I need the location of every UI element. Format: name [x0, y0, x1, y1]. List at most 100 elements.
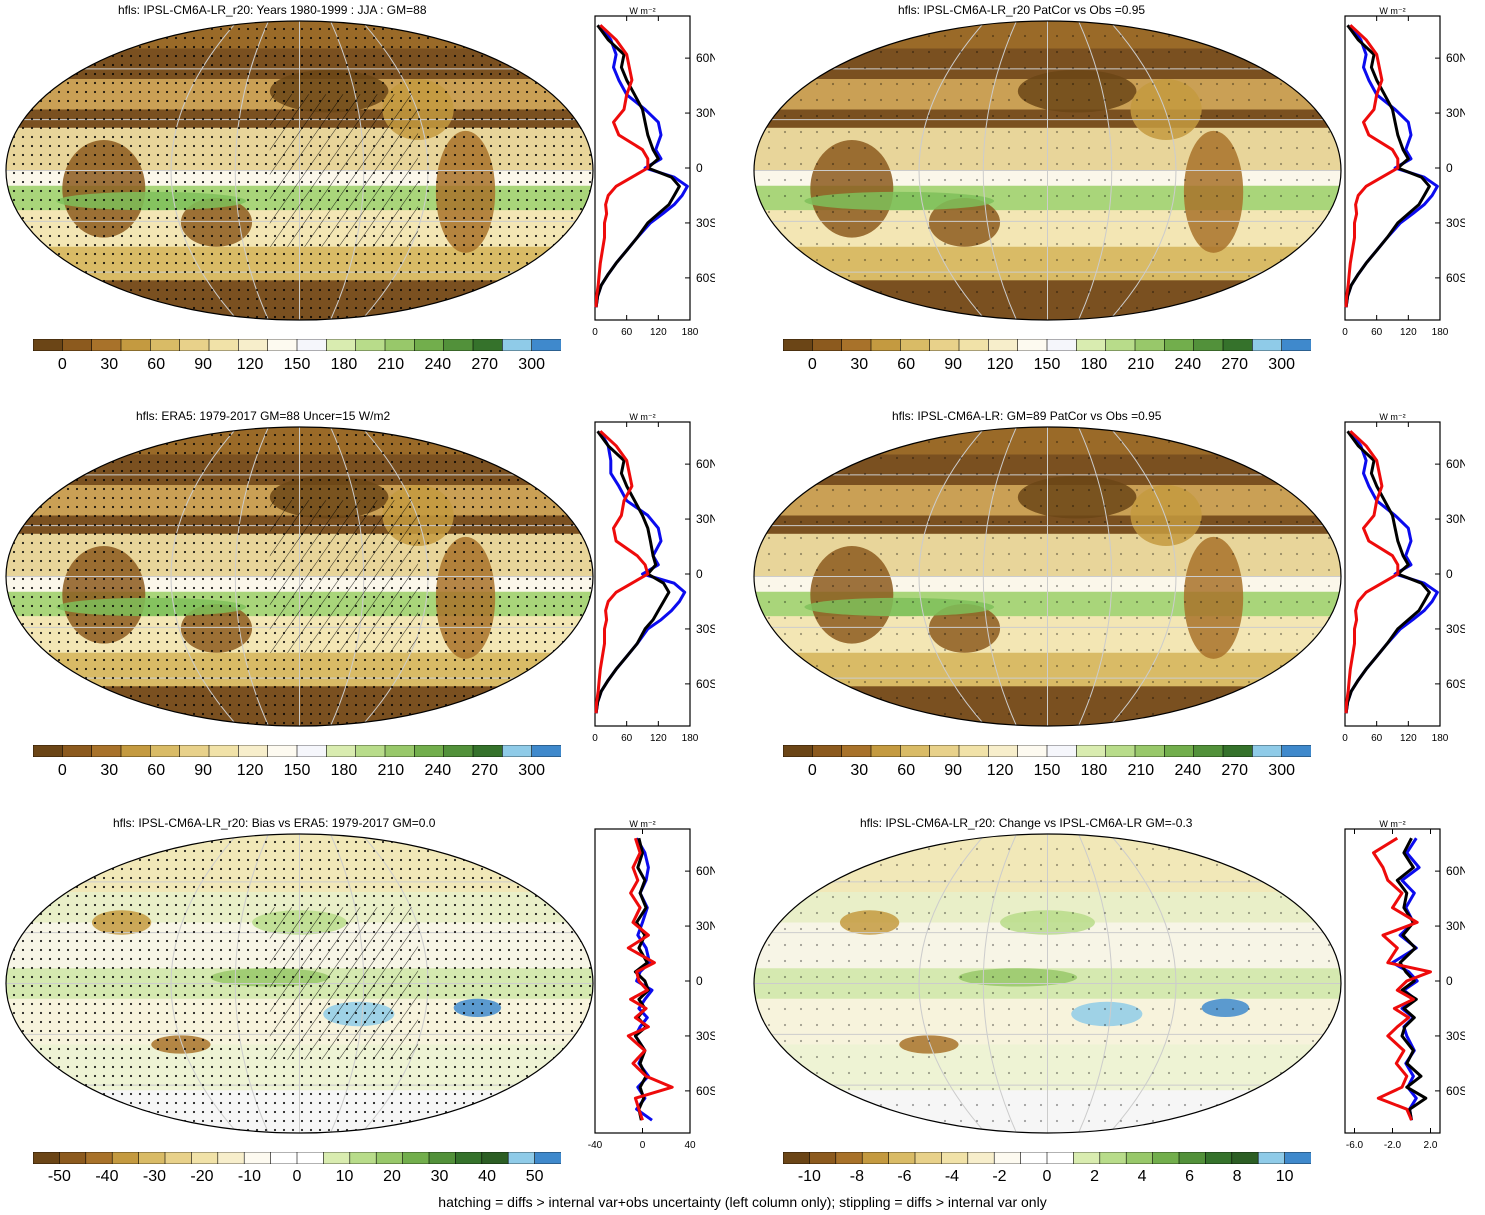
- colorbar-swatch: [929, 339, 960, 351]
- colorbar-label: 40: [478, 1168, 496, 1185]
- x-tick-label: 120: [1400, 327, 1417, 338]
- colorbar-label: 60: [897, 762, 916, 779]
- colorbar-swatch: [1017, 745, 1048, 757]
- zonal-series-line: [594, 24, 681, 308]
- colorbar-labels: 0 30 60 90 120 150 180 210 240 270 300: [783, 762, 1311, 782]
- colorbar-swatch: [870, 339, 902, 351]
- lat-tick-label: 30N: [696, 919, 715, 933]
- zonal-series-line: [1344, 430, 1439, 714]
- colorbar-label: 210: [377, 356, 405, 373]
- zonal-series-line: [594, 430, 687, 714]
- colorbar-label: 90: [194, 762, 213, 779]
- colorbar-swatch: [1076, 745, 1107, 757]
- colorbar-swatch: [993, 1152, 1022, 1164]
- colorbar-labels: 0 30 60 90 120 150 180 210 240 270 300: [33, 762, 561, 782]
- colorbar-label: 210: [377, 762, 405, 779]
- x-tick-label: 120: [650, 733, 667, 744]
- colorbar-swatch: [384, 339, 416, 351]
- colorbar-label: 90: [944, 762, 963, 779]
- lat-tick-label: 30S: [1446, 216, 1465, 230]
- colorbar-swatch: [1281, 745, 1311, 757]
- colorbar-swatch: [1231, 1152, 1259, 1164]
- colorbar-label: 300: [518, 762, 546, 779]
- colorbar-label: 120: [236, 356, 264, 373]
- colorbar-label: 30: [850, 356, 869, 373]
- colorbar-label: 300: [518, 356, 546, 373]
- x-tick-label: -40: [588, 1140, 603, 1151]
- colorbar-swatch: [91, 745, 122, 757]
- colorbar-swatch: [443, 745, 474, 757]
- x-tick-label: 60: [1371, 733, 1383, 744]
- colorbar-swatch: [91, 339, 122, 351]
- lat-tick-label: 30S: [696, 216, 715, 230]
- colorbar-label: 210: [1127, 356, 1155, 373]
- colorbar-swatch: [812, 339, 843, 351]
- colorbar-label: 240: [424, 762, 452, 779]
- colorbar-swatch: [1105, 339, 1136, 351]
- x-tick-label: -2.0: [1384, 1140, 1402, 1151]
- colorbar-label: 0: [57, 356, 67, 373]
- colorbar-label: 30: [100, 762, 119, 779]
- colorbar-swatch: [1020, 1152, 1048, 1164]
- colorbar-label: 10: [1275, 1168, 1294, 1185]
- zonal-unit-label: W m⁻²: [629, 6, 655, 16]
- x-tick-label: 180: [682, 733, 699, 744]
- colorbar-label: 20: [383, 1168, 401, 1185]
- colorbar-label: 180: [330, 356, 358, 373]
- lat-tick-label: 0: [1446, 161, 1453, 175]
- colorbar-label: 50: [525, 1168, 544, 1185]
- colorbar-label: 6: [1185, 1168, 1194, 1185]
- colorbar-swatch: [481, 1152, 509, 1164]
- zonal-series-line: [1372, 836, 1432, 1121]
- colorbar-swatch: [783, 339, 814, 351]
- x-tick-label: 60: [621, 733, 633, 744]
- colorbar-swatch: [150, 339, 181, 351]
- colorbar-swatch: [914, 1152, 943, 1164]
- zonal-series-line: [626, 837, 674, 1121]
- colorbar-swatch: [1252, 745, 1283, 757]
- colorbar-swatch: [326, 745, 357, 757]
- lat-tick-label: 30S: [1446, 1029, 1465, 1043]
- colorbar-swatch: [355, 339, 386, 351]
- colorbar-swatch: [841, 745, 872, 757]
- colorbar-label: -6: [897, 1168, 912, 1185]
- lat-tick-label: 30N: [696, 106, 715, 120]
- colorbar-swatch: [812, 745, 843, 757]
- lat-tick-label: 60S: [696, 271, 715, 285]
- colorbar-swatch: [841, 339, 872, 351]
- lat-tick-label: 0: [1446, 974, 1453, 988]
- colorbar-swatch: [33, 745, 64, 757]
- colorbar-label: 150: [1033, 762, 1061, 779]
- colorbar-label: 270: [1221, 356, 1249, 373]
- colorbar-swatch: [455, 1152, 483, 1164]
- colorbar-label: 0: [807, 762, 817, 779]
- colorbar-label: 150: [283, 762, 311, 779]
- colorbar-swatch: [296, 745, 328, 757]
- colorbar-label: 240: [424, 356, 452, 373]
- map: [753, 833, 1342, 1134]
- colorbar-swatch: [870, 745, 902, 757]
- zonal-series-line: [594, 24, 650, 308]
- colorbar-label: 4: [1137, 1168, 1147, 1185]
- colorbar-label: 240: [1174, 762, 1202, 779]
- colorbar-swatch: [326, 339, 357, 351]
- colorbar-swatch: [414, 339, 445, 351]
- zonal-mean-plot: W m⁻² 60N 30N 0 30S 60S 0 60 120 180: [592, 6, 715, 338]
- x-tick-label: 180: [682, 327, 699, 338]
- colorbar-swatch: [402, 1152, 430, 1164]
- colorbar-swatch: [1125, 1152, 1154, 1164]
- colorbar-label: 270: [471, 762, 499, 779]
- colorbar-label: 0: [807, 356, 817, 373]
- zonal-unit-label: W m⁻²: [629, 412, 655, 422]
- lat-tick-label: 30S: [696, 622, 715, 636]
- colorbar-label: 0: [1042, 1168, 1052, 1185]
- x-tick-label: 180: [1432, 733, 1449, 744]
- colorbar-swatch: [179, 339, 210, 351]
- colorbar-swatch: [809, 1152, 837, 1164]
- zonal-mean-plot: W m⁻² 60N 30N 0 30S 60S 0 60 120 180: [1342, 6, 1465, 338]
- colorbar-swatch: [958, 745, 990, 757]
- lat-tick-label: 0: [696, 974, 703, 988]
- colorbar-swatch: [1257, 1152, 1286, 1164]
- colorbar-swatch: [164, 1152, 193, 1164]
- colorbar-label: 120: [986, 356, 1014, 373]
